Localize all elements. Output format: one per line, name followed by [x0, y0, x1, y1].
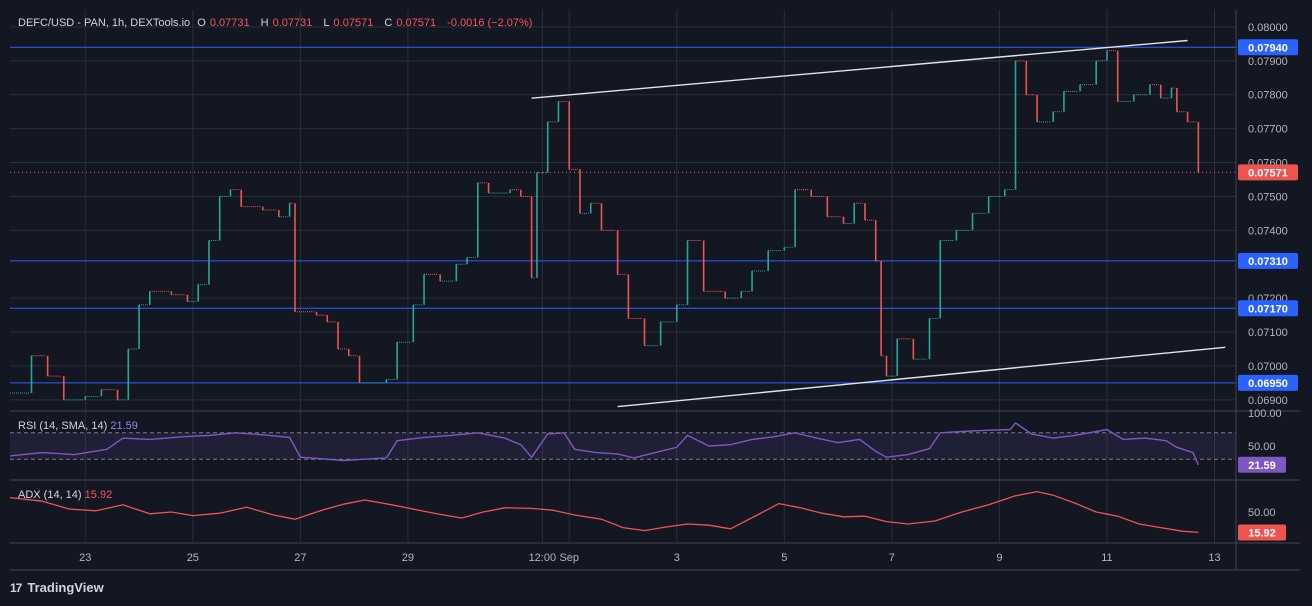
x-tick-label: 13: [1208, 552, 1220, 564]
ohlc-close: C 0.07571: [384, 17, 437, 29]
level-price-tag: [1238, 374, 1298, 391]
level-price-label: 0.07310: [1248, 256, 1288, 268]
rsi-title: RSI (14, SMA, 14): [18, 420, 108, 432]
channel-trendline[interactable]: [617, 346, 1226, 408]
chart-header: DEFC/USD - PAN, 1h, DEXTools.io O 0.07731…: [18, 17, 536, 29]
adx-title: ADX (14, 14): [18, 489, 82, 501]
rsi-value-tag: [1238, 456, 1286, 473]
rsi-legend[interactable]: RSI (14, SMA, 14) 21.59: [18, 420, 138, 432]
x-tick-label: 23: [79, 552, 91, 564]
adx-legend[interactable]: ADX (14, 14) 15.92: [18, 489, 112, 501]
adx-line: [9, 490, 1199, 534]
channel-trendline[interactable]: [531, 39, 1188, 99]
y-tick-label: 0.07400: [1248, 225, 1288, 237]
ohlc-low: L 0.07571: [323, 17, 374, 29]
ohlc-open: O 0.07731: [197, 17, 250, 29]
price-labels: 0.07940 0.07310 0.07170 0.06950 0.07571 21.59…: [1238, 39, 1298, 541]
rsi-tick-label: 100.00: [1248, 408, 1282, 420]
level-price-label: 0.06950: [1248, 378, 1288, 390]
level-price-label: 0.07940: [1248, 42, 1288, 54]
adx-tick-label: 50.00: [1248, 507, 1276, 519]
rsi-value-tag-label: 21.59: [1248, 460, 1276, 472]
adx-value-tag: [1238, 524, 1286, 541]
x-tick-label: 27: [294, 552, 306, 564]
ohlc-high: H 0.07731: [260, 17, 313, 29]
horizontal-levels[interactable]: [10, 46, 1236, 384]
rsi-pane: [9, 421, 1236, 466]
x-tick-label: 29: [402, 552, 414, 564]
trendlines[interactable]: [531, 39, 1226, 408]
grid: [10, 10, 1236, 542]
rsi-value: 21.59: [110, 420, 138, 432]
y-tick-label: 0.06900: [1248, 395, 1288, 407]
rsi-tick-label: 50.00: [1248, 441, 1276, 453]
rsi-line: [9, 421, 1200, 466]
x-tick-label: 3: [674, 552, 680, 564]
level-price-tag: [1238, 252, 1298, 269]
y-tick-label: 0.07800: [1248, 90, 1288, 102]
adx-pane: [9, 490, 1199, 534]
x-tick-label: 11: [1101, 552, 1112, 564]
tradingview-brand[interactable]: 17 TradingView: [10, 580, 104, 595]
x-tick-label: 12:00: [529, 552, 557, 564]
symbol-title: DEFC/USD - PAN, 1h, DEXTools.io: [18, 17, 191, 29]
y-tick-label: 0.07500: [1248, 191, 1288, 203]
price-candles: [10, 50, 1200, 401]
level-price-tag: [1238, 300, 1298, 317]
level-price-tag: [1238, 39, 1298, 56]
last-price-label: 0.07571: [1248, 167, 1288, 179]
x-tick-label: Sep: [559, 552, 579, 564]
y-tick-label: 0.07700: [1248, 124, 1288, 136]
x-tick-label: 5: [781, 552, 787, 564]
adx-value: 15.92: [84, 489, 113, 501]
y-tick-label: 0.07000: [1248, 361, 1288, 373]
x-tick-label: 25: [187, 552, 199, 564]
last-price-tag: [1238, 164, 1298, 181]
x-tick-label: 9: [996, 552, 1002, 564]
brand-name: TradingView: [27, 580, 104, 595]
price-change: -0.0016 (−2.07%): [447, 17, 533, 29]
adx-value-tag-label: 15.92: [1248, 527, 1276, 539]
axes: 23 25 27 29 12:00 Sep 3 5 7 9 11 130.080000.079000.…: [10, 10, 1300, 571]
tradingview-logo-icon: 17: [10, 580, 22, 595]
y-tick-label: 0.08000: [1248, 22, 1288, 34]
x-tick-label: 7: [889, 552, 895, 564]
level-price-label: 0.07170: [1248, 303, 1288, 315]
y-tick-label: 0.07900: [1248, 56, 1288, 68]
y-tick-label: 0.07100: [1248, 327, 1288, 339]
